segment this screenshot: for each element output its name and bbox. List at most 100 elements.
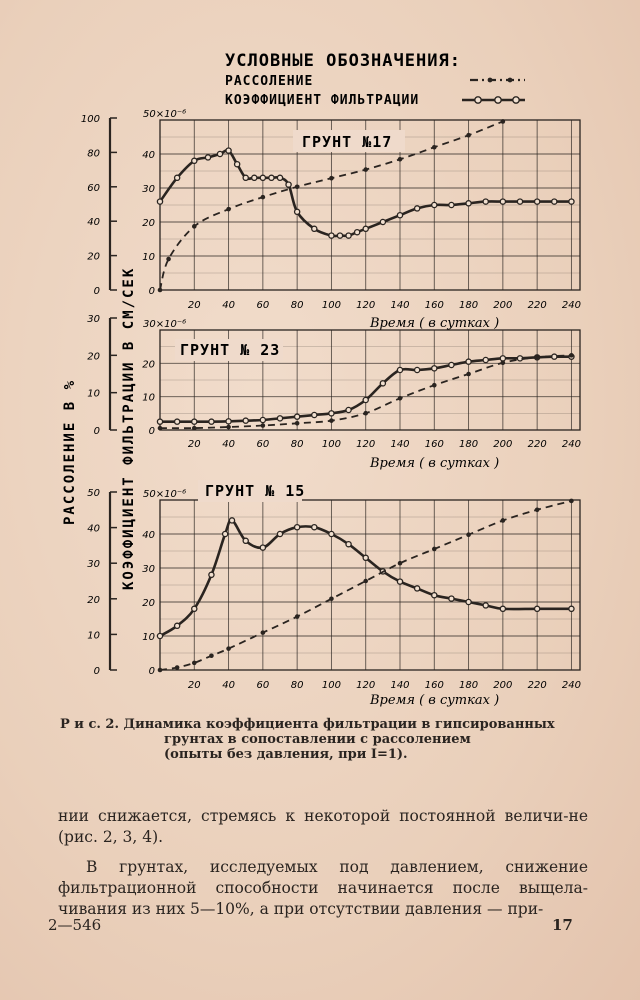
salinity-point — [466, 532, 471, 538]
filtration-point — [431, 201, 438, 209]
chart-series — [156, 353, 575, 431]
filtration-point — [465, 598, 472, 606]
x-tick-label: 160 — [425, 300, 444, 311]
filtration-point — [242, 537, 249, 545]
x-axis-label: Время ( в сутках ) — [369, 456, 499, 471]
salinity-point — [329, 175, 334, 181]
salinity-point — [500, 518, 506, 523]
filtration-point — [516, 198, 524, 205]
salinity-point — [534, 507, 540, 513]
figure-caption: Р и с. 2. Динамика коэффициента фильтрац… — [60, 717, 590, 762]
salinity-tick-labels: 0 10 20 30 40 50 — [87, 488, 117, 677]
filtration-point — [208, 571, 215, 579]
k-tick-label: 10 — [142, 632, 155, 643]
chart-title: ГРУНТ № 23 — [180, 341, 280, 359]
filtration-point — [482, 356, 489, 364]
filtration-point — [216, 150, 224, 158]
salinity-tick-label: 30 — [87, 314, 100, 325]
salinity-point — [226, 424, 231, 430]
x-tick-label: 80 — [291, 300, 304, 311]
paragraph-1: нии снижается, стремясь к некоторой пост… — [58, 807, 588, 846]
salinity-tick-label: 20 — [87, 595, 100, 606]
salinity-tick-label: 80 — [87, 148, 100, 159]
salinity-tick-label: 30 — [87, 559, 100, 570]
x-tick-label: 120 — [356, 439, 375, 450]
filtration-point — [465, 358, 472, 365]
filtration-point — [533, 198, 541, 205]
legend-filtration-label: КОЭФФИЦИЕНТ ФИЛЬТРАЦИИ — [225, 93, 419, 108]
filtration-point — [413, 205, 421, 212]
x-tick-label: 60 — [256, 439, 269, 450]
filtration-point — [251, 174, 258, 182]
salinity-point — [226, 646, 231, 651]
salinity-point — [397, 560, 403, 566]
salinity-tick-label: 20 — [87, 351, 100, 362]
filtration-point — [396, 211, 404, 219]
x-tick-label: 80 — [291, 680, 304, 691]
salinity-point — [294, 614, 300, 619]
salinity-point — [363, 167, 369, 172]
filtration-point — [499, 605, 507, 613]
chart-grid — [160, 500, 580, 670]
salinity-tick-label: 40 — [87, 217, 100, 228]
salinity-tick-label: 20 — [87, 252, 100, 263]
x-axis-label: Время ( в сутках ) — [369, 693, 499, 708]
chart-series — [156, 119, 575, 293]
x-tick-label: 40 — [222, 680, 235, 691]
salinity-point — [191, 425, 197, 431]
filtration-point — [345, 540, 352, 548]
salinity-tick-label: 0 — [94, 426, 100, 437]
x-tick-label: 80 — [291, 439, 304, 450]
x-tick-label: 240 — [562, 439, 581, 450]
filtration-point — [156, 632, 164, 640]
chart-grunt-23: ГРУНТ № 23 30×10⁻⁶ 0 10 20 0 10 20 30 20 40 60 8… — [87, 314, 581, 471]
filtration-point — [482, 602, 489, 609]
k-tick-label: 0 — [149, 286, 155, 297]
k-tick-label: 0 — [149, 426, 155, 437]
filtration-point — [482, 198, 489, 205]
filtration-point — [328, 410, 335, 417]
salinity-point — [363, 410, 369, 416]
legend-filtration-marker — [512, 96, 520, 104]
salinity-point — [191, 224, 197, 229]
salinity-point — [431, 546, 437, 552]
salinity-tick-labels: 0 20 40 60 80 100 — [81, 114, 117, 297]
salinity-point — [431, 144, 437, 150]
k-unit-label: 30×10⁻⁶ — [143, 319, 186, 330]
k-tick-label: 40 — [142, 530, 155, 541]
x-tick-label: 120 — [356, 680, 375, 691]
filtration-point — [311, 225, 318, 233]
x-tick-label: 220 — [528, 680, 547, 691]
x-tick-label: 240 — [562, 300, 581, 311]
k-tick-label: 10 — [142, 393, 155, 404]
chart-frame — [159, 329, 581, 431]
chart-frame — [159, 499, 581, 671]
salinity-point — [329, 596, 334, 602]
chart-frame — [159, 119, 581, 291]
filtration-point — [268, 174, 275, 182]
filtration-point — [191, 605, 198, 613]
filtration-point — [191, 418, 198, 425]
salinity-point — [260, 630, 266, 635]
filtration-point — [225, 147, 232, 154]
salinity-point — [260, 194, 266, 200]
k-tick-label: 30 — [142, 184, 155, 195]
filtration-point — [276, 174, 284, 182]
salinity-tick-label: 50 — [87, 488, 100, 499]
salinity-point — [209, 653, 214, 659]
salinity-tick-label: 100 — [81, 114, 100, 125]
x-tick-labels: 20 40 60 80 100 120 140 160 180 200 220 240 — [188, 680, 581, 691]
title-backdrop — [175, 339, 283, 361]
salinity-axis-label: РАССОЛЕНИЕ В % — [62, 379, 78, 525]
salinity-point — [294, 420, 300, 426]
k-tick-labels: 0 10 20 30 40 — [142, 150, 155, 297]
salinity-point — [569, 498, 574, 504]
filtration-point — [191, 157, 198, 165]
salinity-tick-label: 10 — [87, 630, 100, 641]
salinity-point — [500, 119, 506, 124]
legend-filtration-marker — [474, 96, 482, 104]
x-tick-label: 40 — [222, 300, 235, 311]
x-tick-label: 140 — [390, 680, 409, 691]
caption-line-3: (опыты без давления, при I=1). — [164, 747, 408, 762]
filtration-point — [448, 595, 455, 602]
